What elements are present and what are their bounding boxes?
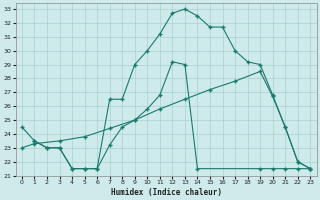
X-axis label: Humidex (Indice chaleur): Humidex (Indice chaleur) <box>111 188 221 197</box>
